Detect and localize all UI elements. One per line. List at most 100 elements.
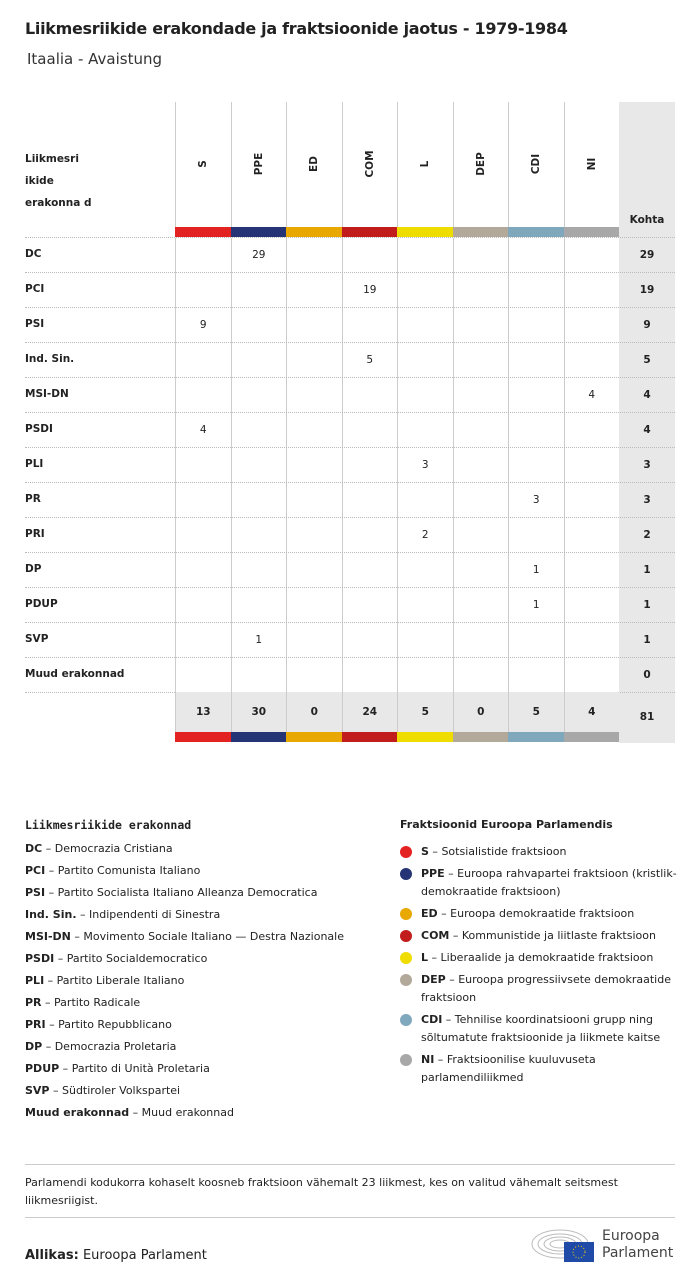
group-color-bar — [175, 732, 231, 742]
party-full-name: Partito Socialista Italiano Alleanza Dem… — [57, 886, 318, 899]
party-legend: Liikmesriikide erakonnad DC – Democrazia… — [25, 818, 344, 1124]
cell — [341, 518, 398, 553]
party-name: PDUP — [25, 598, 58, 610]
cell: 1 — [508, 553, 564, 588]
row-total: 3 — [643, 459, 651, 471]
party-name: PCI — [25, 283, 45, 295]
cell — [286, 518, 342, 553]
cell — [397, 623, 453, 658]
row-total: 1 — [643, 634, 651, 646]
row-total: 29 — [639, 249, 655, 261]
party-legend-item: PSDI – Partito Socialdemocratico — [25, 952, 208, 965]
group-legend-item: ED – Euroopa demokraatide fraktsioon — [400, 905, 680, 923]
column-header-ni: NI — [563, 102, 620, 227]
cell — [341, 238, 398, 273]
cell — [341, 308, 398, 343]
cell — [175, 483, 231, 518]
column-header-label: COM — [363, 150, 376, 178]
cell: 3 — [508, 483, 564, 518]
column-header-label: DEP — [474, 152, 487, 176]
cell — [452, 308, 509, 343]
cell — [230, 588, 287, 623]
legend-dot-icon — [400, 1014, 412, 1026]
cell — [452, 623, 509, 658]
row-header: Liikmesri ikide erakonna d — [25, 153, 92, 209]
cell — [341, 553, 398, 588]
cell — [452, 343, 509, 378]
legend-dot-icon — [400, 952, 412, 964]
cell — [452, 448, 509, 483]
cell — [397, 588, 453, 623]
group-code: S — [421, 845, 429, 858]
group-full-name: Euroopa demokraatide fraktsioon — [450, 907, 635, 920]
cell — [508, 448, 564, 483]
table-row: Muud erakonnad 0 — [25, 657, 675, 693]
party-code: DP — [25, 1040, 43, 1053]
cell — [286, 483, 342, 518]
column-total: 13 — [175, 692, 231, 732]
group-legend-item: PPE – Euroopa rahvapartei fraktsioon (kr… — [400, 865, 680, 901]
party-full-name: Movimento Sociale Italiano — Destra Nazi… — [83, 930, 344, 943]
party-full-name: Südtiroler Volkspartei — [62, 1084, 181, 1097]
cell — [397, 658, 453, 693]
total-column-background — [619, 102, 675, 743]
page-title: Liikmesriikide erakondade ja fraktsiooni… — [25, 19, 568, 38]
cell — [563, 273, 620, 308]
group-code: L — [421, 951, 429, 964]
logo-line1: Euroopa — [602, 1228, 660, 1244]
cell — [230, 658, 287, 693]
cell — [452, 483, 509, 518]
cell — [286, 623, 342, 658]
group-legend-item: DEP – Euroopa progressiivsete demokraati… — [400, 971, 680, 1007]
cell — [563, 518, 620, 553]
party-full-name: Partito Radicale — [54, 996, 141, 1009]
party-name: SVP — [25, 633, 49, 645]
page-subtitle: Itaalia - Avaistung — [27, 50, 163, 68]
cell — [563, 238, 620, 273]
column-header-label: NI — [585, 157, 598, 171]
cell — [397, 273, 453, 308]
cell — [341, 448, 398, 483]
legend-dot-icon — [400, 930, 412, 942]
cell — [286, 553, 342, 588]
party-full-name: Partito Liberale Italiano — [56, 974, 185, 987]
table-row: PRI 2 2 — [25, 517, 675, 553]
party-legend-item: Ind. Sin. – Indipendenti di Sinestra — [25, 908, 221, 921]
group-code: PPE — [421, 867, 445, 880]
cell: 4 — [563, 378, 620, 413]
cell — [508, 623, 564, 658]
cell: 3 — [397, 448, 453, 483]
party-legend-item: MSI-DN – Movimento Sociale Italiano — De… — [25, 930, 344, 943]
column-total: 0 — [452, 692, 509, 732]
column-header-label: ED — [308, 156, 321, 172]
group-color-bar — [563, 732, 619, 742]
party-name: DC — [25, 248, 42, 260]
group-color-bar — [397, 227, 453, 237]
party-full-name: Partito Socialdemocratico — [66, 952, 208, 965]
table-row: PLI 3 3 — [25, 447, 675, 483]
party-code: Ind. Sin. — [25, 908, 77, 921]
group-color-bar — [452, 732, 508, 742]
party-code: DC — [25, 842, 43, 855]
row-total: 19 — [639, 284, 655, 296]
cell — [286, 238, 342, 273]
cell — [563, 623, 620, 658]
cell — [230, 273, 287, 308]
cell — [508, 518, 564, 553]
legend-dot-icon — [400, 1054, 412, 1066]
group-color-bar — [230, 227, 286, 237]
cell — [230, 378, 287, 413]
divider — [25, 1217, 675, 1218]
group-color-bar — [230, 732, 286, 742]
group-code: NI — [421, 1053, 435, 1066]
party-name: Ind. Sin. — [25, 353, 75, 365]
group-full-name: Sotsialistide fraktsioon — [441, 845, 567, 858]
column-total: 5 — [397, 692, 453, 732]
cell — [175, 273, 231, 308]
cell — [563, 553, 620, 588]
cell — [508, 658, 564, 693]
party-code: PRI — [25, 1018, 46, 1031]
hemicycle-flag-icon — [531, 1229, 594, 1262]
cell — [341, 378, 398, 413]
cell: 1 — [230, 623, 287, 658]
